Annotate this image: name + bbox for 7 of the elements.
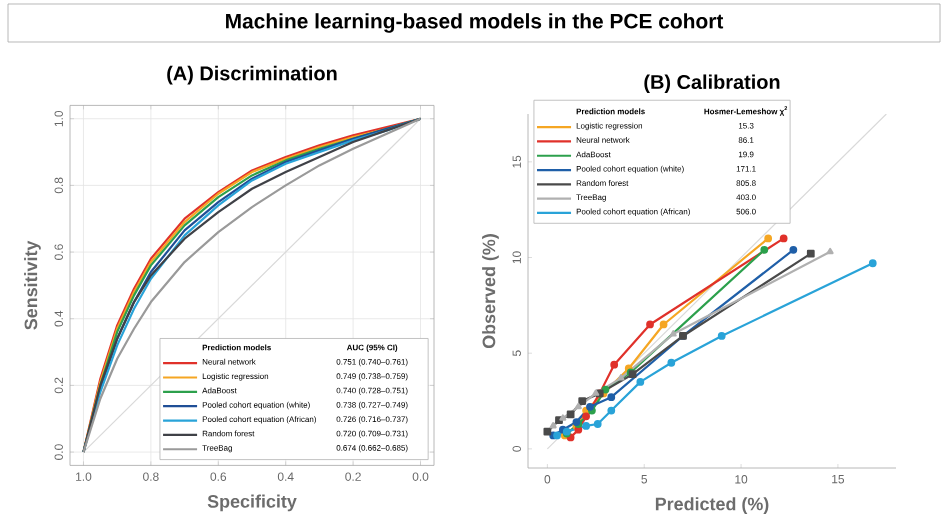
chart-subtitle: (A) Discrimination <box>167 65 337 85</box>
x-axis-title: Specificity <box>207 494 297 512</box>
x-axis-title: Predicted (%) <box>655 497 769 514</box>
y-axis-title: Observed (%) <box>482 234 499 349</box>
y-axis-title: Sensitivity <box>24 240 41 330</box>
chart-subtitle: (B) Calibration <box>644 74 780 93</box>
chart-title: Machine learning-based models in the PCE cohort <box>226 13 724 33</box>
